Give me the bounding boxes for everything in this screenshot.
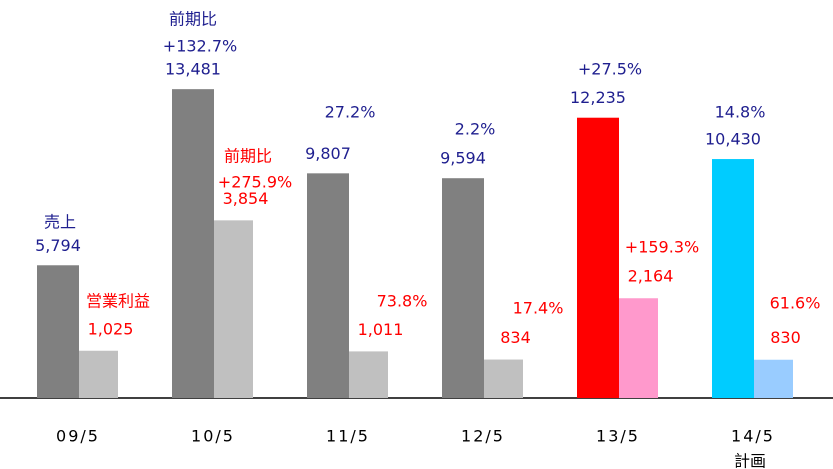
bar	[214, 220, 253, 398]
annotation: +27.5%	[578, 60, 642, 79]
value-label: 2,164	[628, 267, 674, 286]
annotation: 計画	[734, 452, 766, 469]
series-name: 営業利益	[86, 292, 150, 311]
annotation: +275.9%	[218, 173, 292, 192]
value-label: 3,854	[223, 189, 269, 208]
bar	[754, 359, 793, 398]
bar	[307, 173, 349, 398]
value-label: 9,594	[440, 149, 486, 168]
value-label: 1,025	[88, 319, 134, 338]
value-label: 9,807	[305, 144, 351, 163]
x-tick-label: 14/5	[731, 427, 775, 446]
x-tick-label: 12/5	[461, 427, 505, 446]
bar	[712, 159, 754, 398]
x-tick-label: 11/5	[326, 427, 370, 446]
value-label: 5,794	[35, 236, 81, 255]
value-label: 1,011	[358, 320, 404, 339]
value-label: 834	[500, 328, 531, 347]
x-tick-label: 09/5	[56, 427, 100, 446]
annotation: 14.8%	[715, 103, 766, 122]
bar	[172, 89, 214, 399]
x-tick-label: 13/5	[596, 427, 640, 446]
annotation: 73.8%	[377, 292, 428, 311]
bar	[349, 351, 388, 398]
bar	[577, 117, 619, 398]
value-label: 13,481	[165, 60, 221, 79]
annotation: 17.4%	[513, 299, 564, 318]
value-label: 830	[770, 328, 801, 347]
value-label: 12,235	[570, 88, 626, 107]
value-label: 10,430	[705, 130, 761, 149]
annotation: 27.2%	[325, 103, 376, 122]
annotation: 2.2%	[455, 120, 496, 139]
x-tick-label: 10/5	[191, 427, 235, 446]
bar	[442, 178, 484, 398]
annotation: +132.7%	[163, 37, 237, 56]
series-name: 売上	[44, 213, 76, 232]
annotation: 前期比	[224, 147, 272, 166]
bar	[79, 350, 118, 398]
bar	[619, 298, 658, 398]
annotation: 61.6%	[770, 294, 821, 313]
annotation: 前期比	[169, 10, 217, 29]
annotation: +159.3%	[625, 238, 699, 257]
bar	[37, 265, 79, 398]
bar	[484, 359, 523, 398]
